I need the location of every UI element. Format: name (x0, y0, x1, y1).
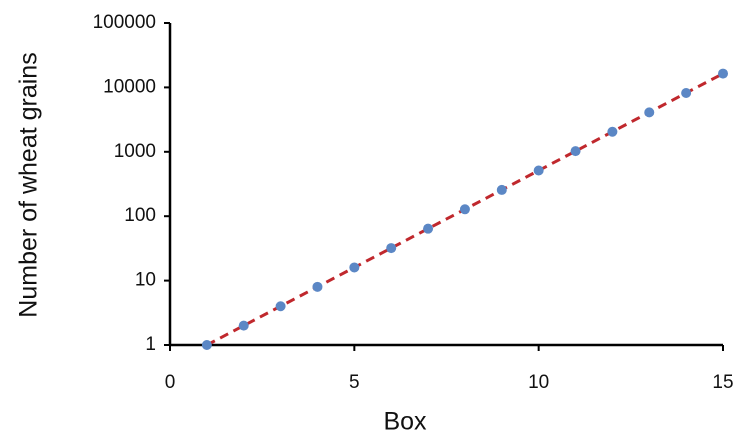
data-point (423, 223, 434, 234)
y-axis-title: Number of wheat grains (15, 52, 43, 317)
data-point (238, 320, 249, 331)
data-point (349, 262, 360, 273)
data-point (681, 87, 692, 98)
data-point (275, 301, 286, 312)
x-tick-label: 10 (528, 372, 549, 393)
y-tick-label: 100 (124, 205, 156, 226)
x-axis-title: Box (383, 408, 427, 436)
x-tick-label: 15 (712, 372, 733, 393)
data-point (386, 243, 397, 254)
data-point (533, 165, 544, 176)
data-point (644, 107, 655, 118)
y-tick-label: 1 (145, 334, 156, 355)
y-tick-label: 10 (135, 270, 156, 291)
data-point (718, 68, 728, 79)
y-tick-label: 1000 (114, 141, 156, 162)
data-point (201, 340, 212, 350)
x-tick-label: 5 (349, 372, 360, 393)
data-point (607, 126, 618, 137)
data-point (496, 184, 507, 195)
data-point (459, 204, 470, 215)
data-point (570, 146, 581, 157)
data-point (312, 281, 323, 292)
y-tick-label: 100000 (93, 12, 156, 33)
y-tick-label: 10000 (103, 76, 156, 97)
x-tick-label: 0 (165, 372, 176, 393)
